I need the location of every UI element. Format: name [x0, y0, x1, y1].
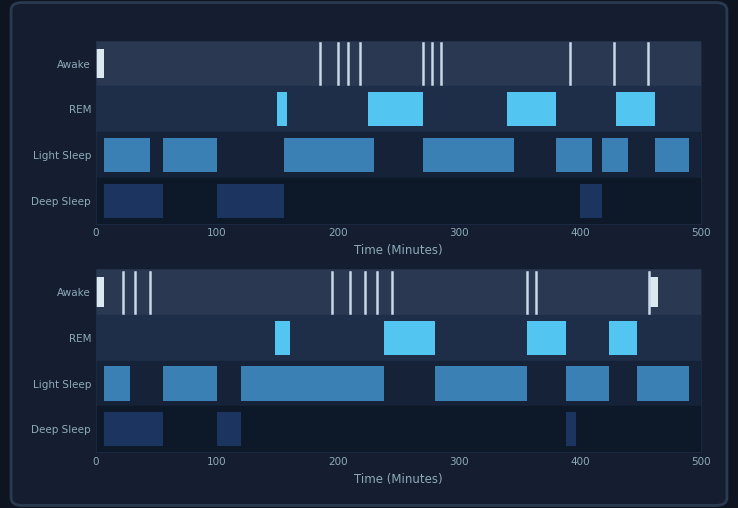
Bar: [96, 277, 104, 307]
Bar: [283, 138, 320, 172]
Bar: [96, 178, 701, 224]
Bar: [556, 138, 592, 172]
Bar: [637, 366, 689, 401]
Bar: [508, 92, 556, 126]
Bar: [104, 412, 162, 447]
Bar: [435, 366, 527, 401]
Bar: [368, 92, 423, 126]
Bar: [616, 92, 655, 126]
Bar: [602, 138, 629, 172]
Bar: [384, 321, 435, 355]
Bar: [104, 183, 162, 218]
Bar: [162, 138, 217, 172]
Bar: [565, 412, 576, 447]
Bar: [275, 321, 289, 355]
Bar: [655, 138, 689, 172]
Bar: [96, 41, 701, 86]
Bar: [162, 366, 217, 401]
Bar: [477, 138, 514, 172]
Bar: [96, 361, 701, 406]
Bar: [217, 183, 283, 218]
Bar: [241, 366, 332, 401]
Bar: [96, 132, 701, 178]
Bar: [96, 49, 104, 78]
Bar: [609, 321, 637, 355]
Bar: [320, 138, 374, 172]
Bar: [96, 315, 701, 361]
Bar: [649, 277, 658, 307]
Bar: [104, 366, 130, 401]
Bar: [96, 406, 701, 452]
Bar: [96, 269, 701, 315]
Bar: [96, 86, 701, 132]
Bar: [217, 412, 241, 447]
Bar: [332, 366, 384, 401]
Bar: [580, 183, 602, 218]
X-axis label: Time (Minutes): Time (Minutes): [354, 244, 443, 257]
Bar: [277, 92, 287, 126]
Bar: [423, 138, 477, 172]
Bar: [565, 366, 609, 401]
X-axis label: Time (Minutes): Time (Minutes): [354, 472, 443, 486]
Bar: [527, 321, 565, 355]
Bar: [104, 138, 151, 172]
